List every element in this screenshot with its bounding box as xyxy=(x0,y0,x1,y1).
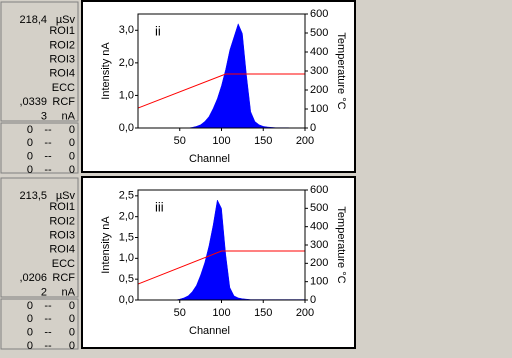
reading-unit: ROI2 xyxy=(49,39,75,51)
reading-unit: ROI4 xyxy=(49,244,75,256)
temperature-line xyxy=(137,250,305,285)
y2-tick-label: 0 xyxy=(310,122,316,134)
y2-axis-label: Temperature °C xyxy=(335,206,347,283)
y-tick-label: 3,0 xyxy=(119,24,134,36)
count-cell: -- xyxy=(44,137,52,149)
count-cell: -- xyxy=(44,340,52,352)
y2-tick-label: 0 xyxy=(310,294,316,306)
reading-unit: µSv xyxy=(56,14,76,26)
y2-tick-label: 500 xyxy=(310,202,328,214)
count-cell: -- xyxy=(44,313,52,325)
reading-unit: ROI1 xyxy=(49,25,75,37)
reading-unit: ROI1 xyxy=(49,201,75,213)
reading-unit: ROI4 xyxy=(49,68,75,80)
x-tick-label: 100 xyxy=(212,307,230,319)
reading-unit: ROI2 xyxy=(49,215,75,227)
y-tick-label: 2,5 xyxy=(119,190,134,202)
count-cell: 0 xyxy=(27,137,33,149)
count-cell: 0 xyxy=(27,164,33,176)
y-axis-label: Intensity nA xyxy=(100,216,112,274)
count-cell: 0 xyxy=(69,313,75,325)
reading-value: ,0206 xyxy=(19,272,47,284)
y-tick-label: 1,0 xyxy=(119,252,134,264)
y-tick-label: 0,0 xyxy=(119,294,134,306)
y2-tick-label: 300 xyxy=(310,65,328,77)
reading-value: ,0339 xyxy=(19,96,47,108)
reading-value: 2 xyxy=(41,286,47,298)
count-cell: 0 xyxy=(69,164,75,176)
count-cell: 0 xyxy=(69,340,75,352)
x-tick-label: 150 xyxy=(254,307,272,319)
y2-axis-label: Temperature °C xyxy=(335,32,347,109)
y2-tick-label: 400 xyxy=(310,221,328,233)
count-cell: -- xyxy=(44,151,52,163)
count-cell: -- xyxy=(44,164,52,176)
x-tick-label: 200 xyxy=(296,135,314,147)
x-tick-label: 150 xyxy=(254,135,272,147)
x-axis-label: Channel xyxy=(189,153,230,165)
count-cell: 0 xyxy=(69,124,75,136)
count-cell: -- xyxy=(44,327,52,339)
reading-unit: RCF xyxy=(52,272,75,284)
chart-frame xyxy=(81,0,356,173)
count-cell: 0 xyxy=(27,313,33,325)
annotation: iii xyxy=(155,199,164,214)
reading-unit: nA xyxy=(62,286,76,298)
count-cell: 0 xyxy=(69,151,75,163)
y2-tick-label: 300 xyxy=(310,239,328,251)
y2-tick-label: 100 xyxy=(310,276,328,288)
x-tick-label: 100 xyxy=(212,135,230,147)
info-box xyxy=(0,177,79,298)
y-tick-label: 0,5 xyxy=(119,273,134,285)
counts-box xyxy=(0,298,79,350)
y2-tick-label: 100 xyxy=(310,103,328,115)
count-cell: 0 xyxy=(27,300,33,312)
count-cell: -- xyxy=(44,124,52,136)
y2-tick-label: 600 xyxy=(310,8,328,20)
y2-tick-label: 600 xyxy=(310,184,328,196)
count-cell: 0 xyxy=(27,151,33,163)
reading-unit: nA xyxy=(62,110,76,122)
reading-value: 3 xyxy=(41,110,47,122)
x-tick-label: 200 xyxy=(296,307,314,319)
count-cell: 0 xyxy=(27,327,33,339)
reading-unit: ROI3 xyxy=(49,230,75,242)
count-cell: 0 xyxy=(27,124,33,136)
count-cell: 0 xyxy=(69,137,75,149)
count-cell: 0 xyxy=(69,300,75,312)
y-tick-label: 2,0 xyxy=(119,57,134,69)
counts-box xyxy=(0,122,79,174)
reading-value: 213,5 xyxy=(19,190,47,202)
y-axis-label: Intensity nA xyxy=(100,42,112,100)
y-tick-label: 0,0 xyxy=(119,122,134,134)
reading-unit: ROI3 xyxy=(49,54,75,66)
count-cell: 0 xyxy=(69,327,75,339)
reading-unit: RCF xyxy=(52,96,75,108)
x-tick-label: 50 xyxy=(174,135,186,147)
y-tick-label: 2,0 xyxy=(119,211,134,223)
y2-tick-label: 500 xyxy=(310,27,328,39)
y-tick-label: 1,5 xyxy=(119,231,134,243)
reading-value: 218,4 xyxy=(19,14,47,26)
temperature-line xyxy=(137,73,305,109)
annotation: ii xyxy=(155,23,161,38)
reading-unit: µSv xyxy=(56,190,76,202)
reading-unit: ECC xyxy=(52,258,75,270)
y2-tick-label: 200 xyxy=(310,84,328,96)
x-tick-label: 50 xyxy=(174,307,186,319)
x-axis-label: Channel xyxy=(189,325,230,337)
info-box xyxy=(0,1,79,122)
y2-tick-label: 400 xyxy=(310,46,328,58)
reading-unit: ECC xyxy=(52,82,75,94)
y2-tick-label: 200 xyxy=(310,257,328,269)
y-tick-label: 1,0 xyxy=(119,89,134,101)
count-cell: -- xyxy=(44,300,52,312)
count-cell: 0 xyxy=(27,340,33,352)
